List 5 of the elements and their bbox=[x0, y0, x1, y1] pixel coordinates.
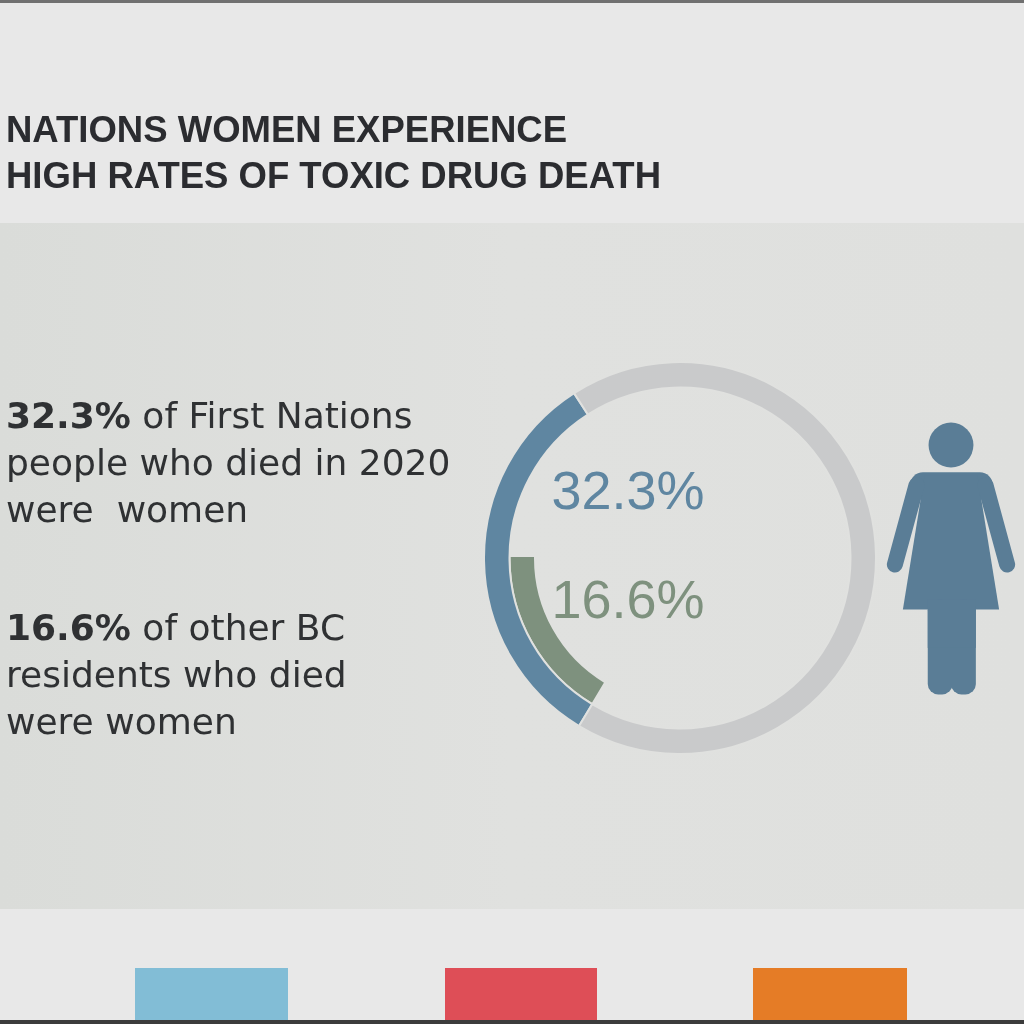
chart-title: NATIONS WOMEN EXPERIENCE HIGH RATES OF TOXIC DRUG DEATH bbox=[6, 108, 661, 198]
text: 16.6% of other BC residents who died were women bbox=[6, 607, 347, 742]
data-label: 32.3% bbox=[551, 459, 705, 520]
data-label: 16.6% bbox=[551, 568, 705, 629]
text: 32.3% of First Nations people who died in 2020 were women bbox=[6, 395, 451, 530]
